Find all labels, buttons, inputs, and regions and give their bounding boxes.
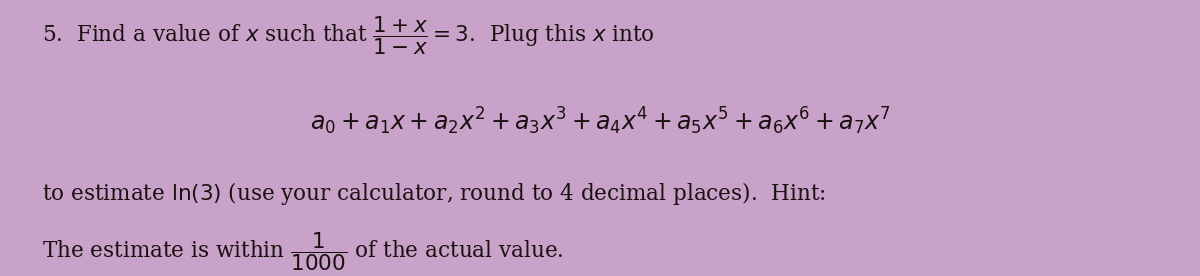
Text: $a_0 + a_1 x + a_2 x^2 + a_3 x^3 + a_4 x^4 + a_5 x^5 + a_6 x^6 + a_7 x^7$: $a_0 + a_1 x + a_2 x^2 + a_3 x^3 + a_4 x… [310, 106, 890, 137]
Text: 5.  Find a value of $x$ such that $\dfrac{1+x}{1-x} = 3$.  Plug this $x$ into: 5. Find a value of $x$ such that $\dfrac… [42, 15, 655, 57]
Text: to estimate $\ln(3)$ (use your calculator, round to 4 decimal places).  Hint:: to estimate $\ln(3)$ (use your calculato… [42, 180, 826, 207]
Text: The estimate is within $\dfrac{1}{1000}$ of the actual value.: The estimate is within $\dfrac{1}{1000}$… [42, 230, 564, 272]
